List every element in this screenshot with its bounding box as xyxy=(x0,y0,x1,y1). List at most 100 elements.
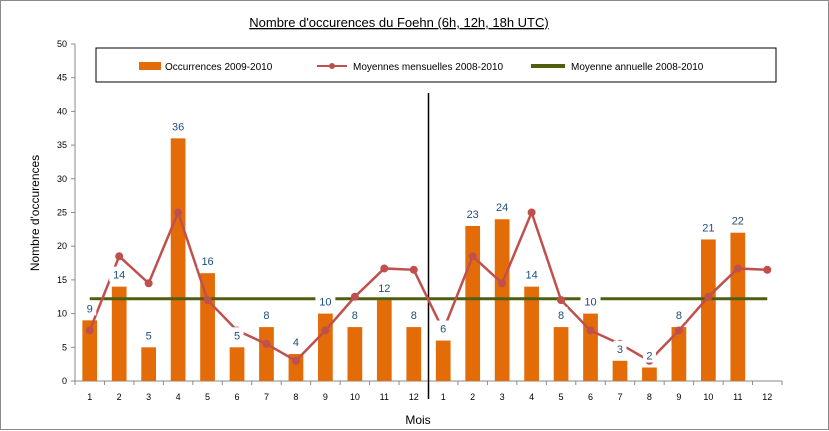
monthly-average-point xyxy=(291,356,300,365)
x-tick-label: 5 xyxy=(205,392,210,402)
x-tick-label: 9 xyxy=(323,392,328,402)
bar xyxy=(82,320,98,381)
bar xyxy=(671,327,687,381)
bar-data-label: 12 xyxy=(378,283,390,295)
bar-data-label: 2 xyxy=(646,351,652,363)
y-tick-label: 20 xyxy=(57,241,67,251)
bar-data-label: 5 xyxy=(234,330,240,342)
bar-data-label: 10 xyxy=(319,297,331,309)
x-tick-label: 3 xyxy=(500,392,505,402)
bar xyxy=(111,286,127,381)
monthly-average-point xyxy=(144,279,153,288)
monthly-average-point xyxy=(674,326,683,335)
bar-series xyxy=(82,138,746,381)
data-label-box xyxy=(407,307,421,323)
bar-data-label: 36 xyxy=(172,121,184,133)
monthly-average-point xyxy=(350,292,359,301)
data-label-box xyxy=(259,307,273,323)
legend-label-monthly: Moyennes mensuelles 2008-2010 xyxy=(353,62,504,73)
legend-label-bars: Occurrences 2009-2010 xyxy=(165,62,273,73)
x-tick-label: 3 xyxy=(146,392,151,402)
x-tick-label: 6 xyxy=(235,392,240,402)
x-tick-label: 12 xyxy=(762,392,772,402)
bar xyxy=(406,327,422,381)
monthly-average-point xyxy=(115,252,124,261)
x-axis-title: Mois xyxy=(405,413,430,427)
x-tick-label: 8 xyxy=(293,392,298,402)
bar xyxy=(376,300,392,381)
bar-data-label: 24 xyxy=(496,202,508,214)
bar-data-label: 9 xyxy=(87,303,93,315)
bar-data-label: 14 xyxy=(113,270,125,282)
data-label-box xyxy=(727,212,748,228)
x-tick-label: 7 xyxy=(264,392,269,402)
x-tick-label: 7 xyxy=(617,392,622,402)
y-axis-title: Nombre d'occurences xyxy=(28,155,42,271)
bar-data-label: 16 xyxy=(201,256,213,268)
legend-swatch-monthly-marker xyxy=(329,63,335,69)
y-tick-label: 5 xyxy=(62,342,67,352)
bar-data-label: 8 xyxy=(263,310,269,322)
monthly-average-point xyxy=(557,296,566,305)
x-tick-label: 10 xyxy=(350,392,360,402)
bar-data-label: 4 xyxy=(293,337,299,349)
x-tick-label: 4 xyxy=(176,392,181,402)
monthly-average-point xyxy=(262,339,271,348)
bar-data-label: 5 xyxy=(146,330,152,342)
data-label-box xyxy=(698,219,719,235)
y-tick-label: 45 xyxy=(57,73,67,83)
bar-data-label: 3 xyxy=(617,344,623,356)
data-label-box xyxy=(83,300,97,316)
legend: Occurrences 2009-2010 Moyennes mensuelle… xyxy=(95,47,777,83)
x-tick-label: 11 xyxy=(380,392,389,402)
monthly-average-point xyxy=(704,292,713,301)
monthly-average-point xyxy=(380,264,389,273)
bar-data-label: 6 xyxy=(440,324,446,336)
bar xyxy=(730,232,746,381)
x-tick-label: 6 xyxy=(588,392,593,402)
chart-title: Nombre d'occurences du Foehn (6h, 12h, 1… xyxy=(249,15,548,30)
data-label-box xyxy=(462,205,483,221)
data-label-box xyxy=(642,347,656,363)
y-tick-label: 0 xyxy=(62,376,67,386)
x-tick-label: 2 xyxy=(470,392,475,402)
bar xyxy=(170,138,186,381)
data-label-box xyxy=(142,327,156,343)
bar xyxy=(435,340,451,381)
legend-box xyxy=(95,47,777,83)
x-tick-label: 1 xyxy=(441,392,446,402)
x-tick-label: 9 xyxy=(676,392,681,402)
monthly-average-point xyxy=(409,265,418,274)
data-label-box xyxy=(492,199,513,215)
monthly-average-point xyxy=(733,264,742,273)
bar-data-label: 22 xyxy=(732,216,744,228)
x-tick-label: 11 xyxy=(733,392,742,402)
bar-data-label: 8 xyxy=(676,310,682,322)
legend-swatch-bars xyxy=(139,62,161,70)
monthly-average-point xyxy=(586,326,595,335)
y-tick-label: 30 xyxy=(57,174,67,184)
data-label-box xyxy=(613,340,627,356)
monthly-average-point xyxy=(85,326,94,335)
bar-data-label: 10 xyxy=(584,297,596,309)
bar-data-labels: 9 14 5 36 16 5 8 4 10 8 12 8 6 23 24 14 8 10 3 2 8 21 22 xyxy=(83,118,748,363)
bar xyxy=(347,327,363,381)
x-tick-label: 1 xyxy=(87,392,92,402)
bar xyxy=(524,286,539,381)
y-tick-label: 50 xyxy=(57,39,67,49)
data-label-box xyxy=(348,307,362,323)
monthly-average-point xyxy=(468,252,477,261)
bar xyxy=(200,273,215,381)
x-tick-label: 8 xyxy=(647,392,652,402)
monthly-average-point xyxy=(527,208,536,217)
data-label-box xyxy=(672,307,686,323)
monthly-average-point xyxy=(498,279,507,288)
bar xyxy=(465,225,481,381)
x-tick-label: 5 xyxy=(559,392,564,402)
bar xyxy=(642,367,657,381)
monthly-average-point xyxy=(203,296,212,305)
y-axis: 0 5 10 15 20 25 30 35 40 45 50 xyxy=(57,39,76,386)
data-label-box xyxy=(197,253,218,269)
data-label-box xyxy=(374,280,395,296)
